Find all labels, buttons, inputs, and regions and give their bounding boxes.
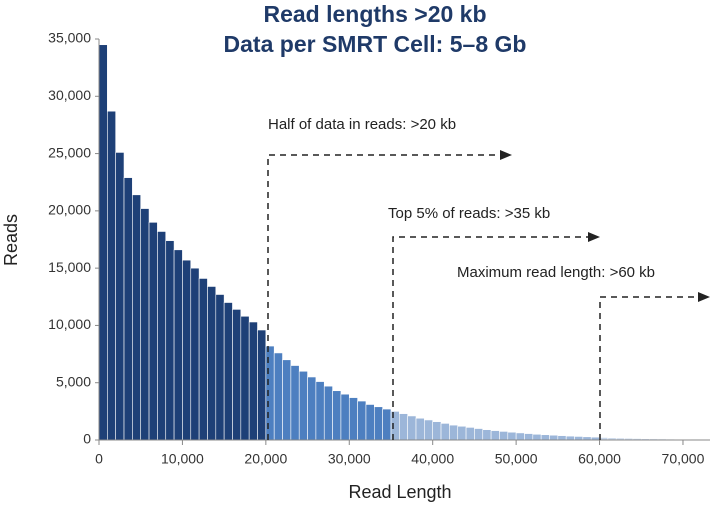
bar (499, 431, 509, 441)
bar (123, 177, 133, 441)
bar (465, 427, 475, 441)
bar (157, 231, 167, 441)
bar (532, 433, 542, 441)
bar (173, 249, 183, 441)
bar (215, 294, 225, 441)
x-tick-label: 40,000 (411, 451, 454, 467)
bar (524, 433, 534, 441)
bar (207, 286, 217, 441)
bar (390, 411, 400, 441)
x-tick-label: 60,000 (578, 451, 621, 467)
x-tick-label: 0 (95, 451, 103, 467)
y-tick-label: 5,000 (56, 373, 91, 389)
bar (265, 345, 275, 441)
bar (515, 432, 525, 441)
bar (424, 419, 433, 441)
x-tick-label: 70,000 (662, 451, 705, 467)
x-tick-label: 20,000 (244, 451, 287, 467)
bar (290, 365, 300, 441)
y-tick-label: 20,000 (48, 202, 91, 218)
x-axis-title: Read Length (348, 482, 451, 502)
annotation: Top 5% of reads: >35 kb (388, 205, 550, 222)
bar (540, 434, 550, 441)
bar (182, 259, 192, 441)
bar (198, 278, 208, 441)
annotation-arrow (392, 236, 588, 440)
x-tick-label: 50,000 (495, 451, 538, 467)
arrow-head (500, 150, 512, 160)
bar (148, 222, 158, 441)
bar (507, 431, 517, 441)
bar (257, 329, 267, 441)
annotation-arrow (599, 296, 698, 440)
bar (98, 44, 108, 441)
bar (357, 400, 367, 441)
bar (340, 393, 350, 441)
bar (332, 390, 342, 441)
bar (440, 423, 450, 441)
y-tick-label: 15,000 (48, 259, 91, 275)
bar (574, 436, 584, 441)
bar (490, 430, 500, 441)
chart-subtitle: Data per SMRT Cell: 5–8 Gb (224, 31, 527, 57)
y-tick-label: 30,000 (48, 87, 91, 103)
annotation: Maximum read length: >60 kb (457, 264, 655, 281)
y-tick-label: 10,000 (48, 316, 91, 332)
y-tick-label: 0 (83, 431, 91, 447)
bar (415, 417, 425, 441)
bar (449, 424, 459, 441)
arrow-head (588, 232, 600, 242)
bar (323, 385, 333, 441)
bar (482, 429, 492, 441)
bar (240, 315, 250, 441)
bar (457, 425, 467, 441)
bar (565, 435, 575, 441)
bar (474, 428, 484, 441)
annotation: Half of data in reads: >20 kb (268, 116, 456, 133)
chart-title: Read lengths >20 kb (263, 1, 486, 27)
bar (407, 415, 417, 441)
bar (107, 110, 116, 441)
bar (282, 359, 292, 441)
bar (248, 321, 258, 441)
bar (232, 309, 242, 441)
bar (298, 370, 308, 441)
bar (382, 408, 392, 441)
y-tick-label: 35,000 (48, 30, 91, 46)
bar (132, 194, 142, 441)
y-tick-label: 25,000 (48, 144, 91, 160)
bar (140, 208, 150, 441)
bar (165, 240, 175, 441)
bar (374, 406, 383, 441)
bar (549, 434, 559, 441)
bar (190, 267, 200, 441)
x-tick-label: 30,000 (328, 451, 371, 467)
bar (432, 421, 442, 441)
bar (399, 413, 408, 441)
bar (315, 381, 325, 441)
bar (307, 376, 317, 441)
bar (348, 397, 358, 441)
y-axis-title: Reads (1, 214, 21, 266)
bar (223, 302, 233, 441)
bar (115, 152, 125, 441)
bar (365, 404, 375, 441)
x-tick-label: 10,000 (161, 451, 204, 467)
arrow-head (698, 292, 710, 302)
bar (557, 435, 567, 441)
bar (273, 352, 283, 441)
